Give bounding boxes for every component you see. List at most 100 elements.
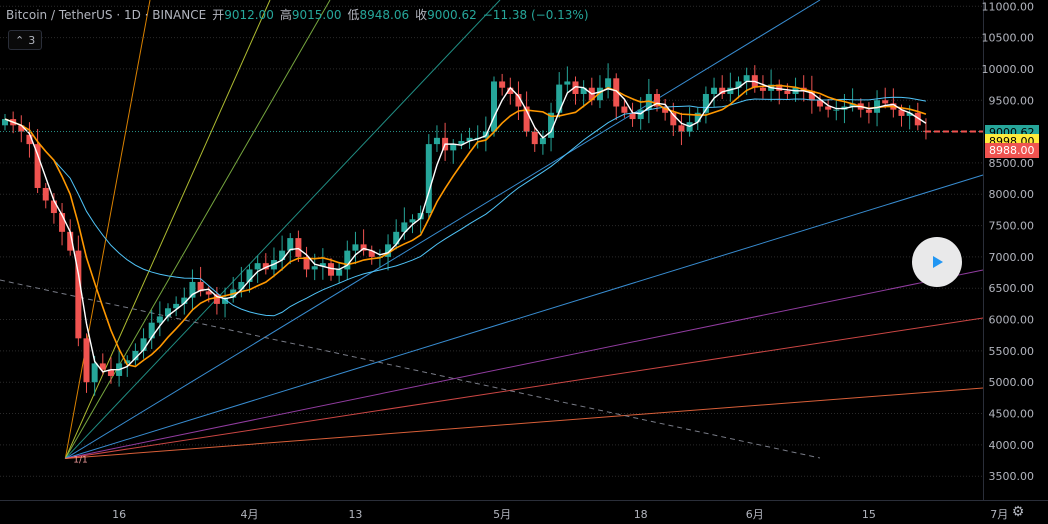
- candle-body: [213, 294, 220, 304]
- open-label: 开: [212, 8, 225, 22]
- x-tick-label: 4月: [241, 508, 259, 521]
- candle-body: [433, 137, 440, 145]
- candle-body: [262, 263, 269, 270]
- candle-body: [735, 81, 742, 88]
- candle-body: [173, 303, 180, 309]
- candle-body: [450, 144, 457, 151]
- candle-body: [148, 322, 155, 339]
- y-tick-label: 3500.00: [989, 470, 1035, 483]
- x-tick-label: 18: [634, 508, 648, 521]
- candle-body: [59, 213, 66, 232]
- candle-body: [165, 308, 171, 317]
- candle-body: [197, 281, 204, 292]
- candle-body: [743, 75, 750, 82]
- candle-body: [181, 297, 188, 304]
- ma-long-line: [4, 96, 927, 317]
- candle-body: [515, 93, 522, 107]
- gann-fan-line: [65, 174, 984, 460]
- y-tick-label: 5000.00: [989, 376, 1035, 389]
- candle-body: [531, 131, 538, 145]
- candle-body: [727, 87, 734, 94]
- candle-body: [254, 263, 261, 270]
- candle-body: [319, 263, 326, 267]
- indicator-toggle[interactable]: ⌃ 3: [8, 30, 43, 50]
- candle-body: [246, 269, 253, 282]
- candle-body: [42, 187, 49, 201]
- x-tick-label: 15: [862, 508, 876, 521]
- symbol-label[interactable]: Bitcoin / TetherUS · 1D · BINANCE: [6, 7, 207, 22]
- candle-body: [328, 263, 334, 276]
- candle-body: [368, 250, 375, 257]
- gear-icon[interactable]: ⚙: [1011, 504, 1025, 520]
- gann-fan-line: [64, 0, 271, 459]
- candle-body: [776, 84, 783, 91]
- y-tick-label: 7000.00: [989, 251, 1035, 264]
- candle-body: [694, 112, 701, 123]
- candle-body: [238, 281, 245, 290]
- candle-body: [336, 269, 343, 276]
- candle-body: [26, 134, 33, 145]
- candle-body: [580, 87, 587, 94]
- candle-body: [808, 90, 815, 101]
- candle-body: [50, 200, 57, 214]
- candle-body: [124, 360, 131, 364]
- x-tick-label: 16: [112, 508, 126, 521]
- candle-body: [75, 250, 82, 339]
- candle-body: [865, 109, 872, 113]
- candle-body: [2, 119, 8, 126]
- candle-body: [849, 103, 856, 107]
- y-tick-label: 11000.00: [982, 0, 1035, 13]
- chevron-up-icon: ⌃: [15, 33, 25, 47]
- candle-body: [572, 81, 579, 94]
- y-tick-label: 9500.00: [989, 94, 1035, 107]
- candle-body: [352, 244, 359, 251]
- y-tick-label: 5500.00: [989, 345, 1035, 358]
- candle-body: [678, 125, 685, 132]
- close-label: 收: [415, 8, 428, 22]
- candle-body: [222, 297, 229, 304]
- gann-fan-line: [65, 0, 821, 459]
- play-icon: [933, 256, 943, 268]
- candle-body: [107, 369, 114, 376]
- candle-body: [507, 87, 514, 94]
- candle-body: [914, 112, 921, 126]
- open-value: 9012.00: [224, 8, 274, 22]
- candle-body: [156, 316, 163, 323]
- candle-body: [523, 106, 530, 132]
- candle-body: [499, 81, 506, 88]
- candle-body: [279, 250, 286, 261]
- candle-body: [401, 222, 408, 232]
- play-button[interactable]: [912, 237, 962, 287]
- candle-body: [784, 90, 791, 94]
- candle-body: [898, 109, 905, 116]
- x-tick-label: 13: [348, 508, 362, 521]
- candle-body: [670, 112, 677, 126]
- symbol-header: Bitcoin / TetherUS · 1D · BINANCE 开9012.…: [6, 6, 589, 23]
- candle-body: [719, 87, 726, 94]
- price-tag: 8988.00: [985, 143, 1039, 159]
- candle-body: [385, 244, 392, 257]
- ma-mid-line: [4, 84, 927, 368]
- gann-fan-line: [64, 0, 501, 459]
- candle-body: [360, 244, 367, 251]
- candle-body: [425, 144, 432, 214]
- y-tick-label: 4500.00: [989, 408, 1035, 421]
- gann-fan-line: [65, 269, 984, 460]
- gann-fan-line: [64, 0, 151, 459]
- candle-body: [344, 250, 351, 270]
- candle-body: [539, 137, 546, 145]
- low-label: 低: [347, 8, 360, 22]
- candle-body: [825, 106, 832, 110]
- y-tick-label: 10500.00: [982, 32, 1035, 45]
- candle-body: [605, 78, 612, 88]
- x-tick-label: 5月: [493, 508, 511, 521]
- candle-body: [613, 78, 620, 107]
- gann-fan-line: [65, 387, 984, 460]
- candle-body: [140, 338, 147, 351]
- x-tick-label: 7月: [990, 508, 1008, 521]
- candle-body: [132, 350, 139, 361]
- candle-body: [491, 81, 497, 132]
- candle-body: [702, 93, 709, 113]
